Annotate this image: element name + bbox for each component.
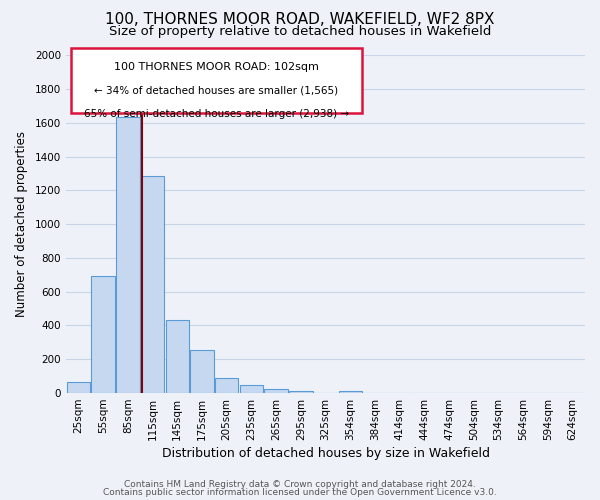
Text: Contains public sector information licensed under the Open Government Licence v3: Contains public sector information licen… [103, 488, 497, 497]
Text: Contains HM Land Registry data © Crown copyright and database right 2024.: Contains HM Land Registry data © Crown c… [124, 480, 476, 489]
Text: 65% of semi-detached houses are larger (2,938) →: 65% of semi-detached houses are larger (… [84, 110, 349, 120]
Text: ← 34% of detached houses are smaller (1,565): ← 34% of detached houses are smaller (1,… [94, 86, 338, 96]
Y-axis label: Number of detached properties: Number of detached properties [15, 131, 28, 317]
Bar [265, 389, 288, 393]
Bar [190, 350, 214, 393]
Bar [116, 117, 140, 393]
Bar [338, 390, 362, 393]
X-axis label: Distribution of detached houses by size in Wakefield: Distribution of detached houses by size … [161, 447, 490, 460]
Bar [141, 176, 164, 393]
Bar [91, 276, 115, 393]
Bar [67, 382, 90, 393]
Text: 100 THORNES MOOR ROAD: 102sqm: 100 THORNES MOOR ROAD: 102sqm [114, 62, 319, 72]
Bar [239, 384, 263, 393]
FancyBboxPatch shape [71, 48, 362, 112]
Text: 100, THORNES MOOR ROAD, WAKEFIELD, WF2 8PX: 100, THORNES MOOR ROAD, WAKEFIELD, WF2 8… [105, 12, 495, 28]
Bar [166, 320, 189, 393]
Bar [289, 390, 313, 393]
Bar [215, 378, 238, 393]
Text: Size of property relative to detached houses in Wakefield: Size of property relative to detached ho… [109, 25, 491, 38]
